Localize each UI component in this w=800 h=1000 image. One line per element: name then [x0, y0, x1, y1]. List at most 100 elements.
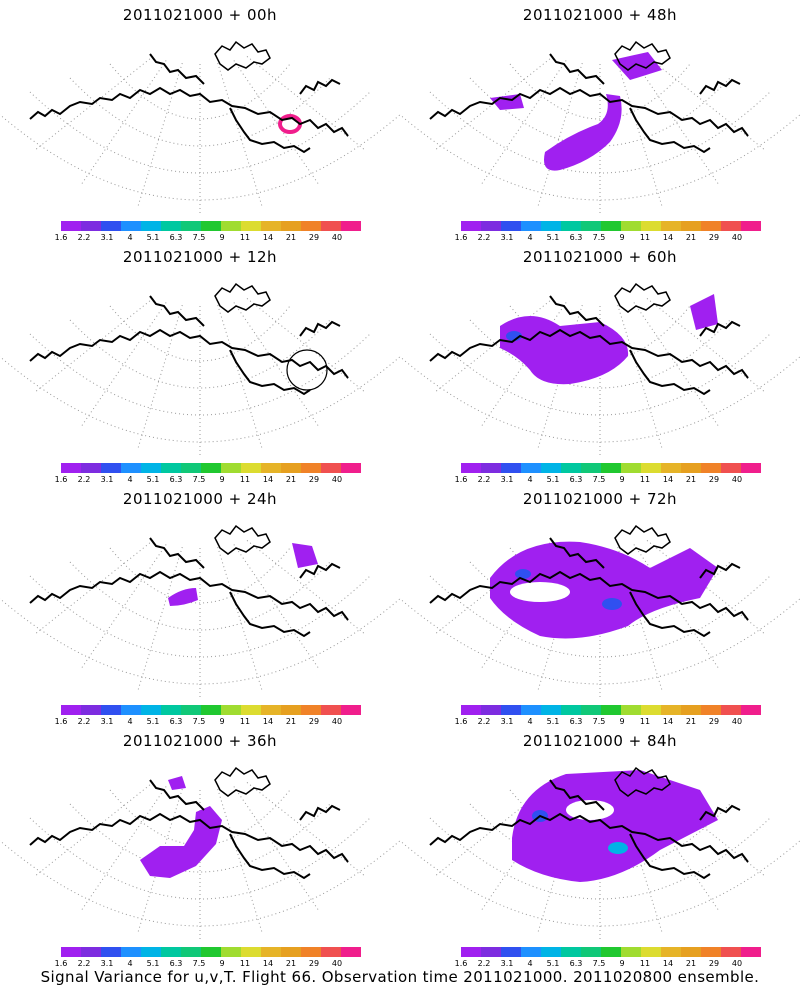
colorbar-label: 4 — [127, 233, 133, 242]
colorbar-label: 11 — [239, 475, 251, 484]
colorbar-label: 9 — [219, 475, 225, 484]
longitude-gridline — [217, 546, 263, 691]
coastline — [429, 328, 749, 379]
colorbar-label: 11 — [239, 959, 251, 968]
colorbar-swatch — [161, 705, 181, 715]
colorbar-label: 7.5 — [192, 233, 206, 242]
colorbar-label: 29 — [708, 717, 720, 726]
colorbar-swatch — [521, 463, 541, 473]
latitude-gridline — [400, 597, 800, 685]
colorbar-swatch — [141, 463, 161, 473]
coastline — [29, 328, 349, 379]
colorbar-swatch — [61, 463, 81, 473]
longitude-gridline — [435, 56, 554, 151]
colorbar-label: 29 — [708, 233, 720, 242]
colorbar-swatch — [341, 221, 361, 231]
colorbar-label: 40 — [331, 959, 343, 968]
colorbar-label: 1.6 — [54, 717, 68, 726]
colorbar-swatch — [321, 947, 341, 957]
colorbar-label: 11 — [639, 475, 651, 484]
arctic-islands — [614, 282, 671, 313]
colorbar-swatch — [261, 947, 281, 957]
colorbar-swatch — [581, 221, 601, 231]
variance-contour — [168, 776, 186, 790]
colorbar — [61, 463, 361, 473]
map-panel: 2011021000 + 12h 1.6 2.2 3.1 4 5.1 6.3 7.5 9 11 14… — [0, 242, 400, 484]
colorbar-swatch — [121, 947, 141, 957]
longitude-gridline — [633, 544, 719, 669]
variance-contour — [140, 806, 222, 878]
colorbar-label: 7.5 — [592, 959, 606, 968]
colorbar-swatch — [501, 705, 521, 715]
colorbar-swatch — [341, 947, 361, 957]
colorbar-swatch — [101, 221, 121, 231]
colorbar-label: 4 — [527, 475, 533, 484]
colorbar-label: 1.6 — [54, 233, 68, 242]
colorbar-swatch — [161, 463, 181, 473]
polar-map — [400, 282, 800, 456]
colorbar-label: 1.6 — [454, 233, 468, 242]
longitude-gridline — [617, 62, 663, 207]
coastline — [629, 591, 711, 638]
colorbar-label: 1.6 — [54, 959, 68, 968]
colorbar-swatch — [81, 463, 101, 473]
colorbar-label: 40 — [331, 717, 343, 726]
colorbar-swatch — [621, 705, 641, 715]
colorbar-label: 3.1 — [100, 959, 114, 968]
coastline — [149, 779, 205, 811]
colorbar-swatch — [601, 221, 621, 231]
coastline — [299, 562, 341, 579]
panel-title: 2011021000 + 36h — [122, 732, 278, 750]
colorbar-swatch — [561, 947, 581, 957]
latitude-gridline — [109, 305, 291, 362]
colorbar-label: 29 — [708, 475, 720, 484]
polar-map — [0, 766, 400, 940]
arctic-islands — [614, 524, 671, 555]
colorbar-swatch — [461, 221, 481, 231]
panel-title: 2011021000 + 48h — [522, 6, 678, 24]
colorbar-swatch — [181, 463, 201, 473]
longitude-gridline — [81, 544, 167, 669]
colorbar-swatch — [521, 705, 541, 715]
colorbar-swatch — [261, 705, 281, 715]
colorbar-label: 21 — [685, 959, 697, 968]
colorbar-label: 5.1 — [546, 233, 560, 242]
coastline — [429, 86, 749, 137]
colorbar-swatch — [461, 947, 481, 957]
arctic-islands — [614, 40, 671, 71]
colorbar-label: 7.5 — [192, 717, 206, 726]
colorbar-swatch — [461, 705, 481, 715]
colorbar-label: 40 — [731, 475, 743, 484]
colorbar-label: 4 — [127, 959, 133, 968]
colorbar-swatch — [141, 947, 161, 957]
colorbar-label: 14 — [262, 475, 274, 484]
map-panel: 2011021000 + 72h 1.6 2.2 3.1 4 5.1 6.3 7.5 9 11 14… — [400, 484, 800, 726]
longitude-gridline — [137, 546, 183, 691]
longitude-gridline — [81, 60, 167, 185]
colorbar-swatch — [161, 947, 181, 957]
colorbar-swatch — [681, 221, 701, 231]
figure-caption: Signal Variance for u,v,T. Flight 66. Ob… — [40, 968, 760, 986]
colorbar-label: 29 — [308, 717, 320, 726]
colorbar-swatch — [521, 221, 541, 231]
colorbar-swatch — [561, 221, 581, 231]
longitude-gridline — [217, 788, 263, 933]
colorbar-swatch — [81, 221, 101, 231]
coastline — [429, 812, 749, 863]
colorbar-label: 4 — [527, 959, 533, 968]
colorbar-label: 40 — [731, 717, 743, 726]
polar-map — [0, 282, 400, 456]
colorbar-label: 1.6 — [54, 475, 68, 484]
colorbar-label: 40 — [331, 475, 343, 484]
colorbar-label: 1.6 — [454, 959, 468, 968]
colorbar-label: 11 — [239, 233, 251, 242]
colorbar-swatch — [661, 705, 681, 715]
colorbar-label: 6.3 — [569, 717, 583, 726]
latitude-gridline — [0, 839, 400, 927]
colorbar-label: 2.2 — [77, 475, 91, 484]
coastline — [299, 804, 341, 821]
colorbar-label: 1.6 — [454, 717, 468, 726]
variance-contour — [608, 842, 628, 854]
colorbar-swatch — [101, 705, 121, 715]
colorbar-swatch — [581, 463, 601, 473]
